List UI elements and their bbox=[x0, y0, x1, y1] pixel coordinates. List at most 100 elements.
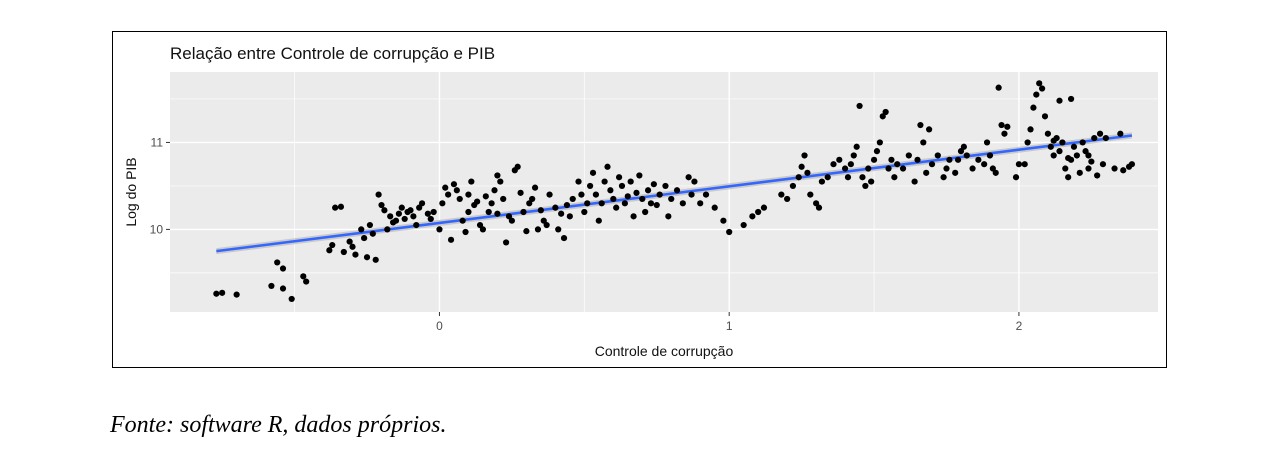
data-point bbox=[1012, 174, 1020, 181]
data-point bbox=[560, 234, 568, 242]
data-point bbox=[1076, 169, 1083, 176]
data-point bbox=[1067, 95, 1075, 103]
data-point bbox=[983, 139, 991, 146]
data-point bbox=[587, 182, 594, 190]
data-point bbox=[789, 182, 797, 190]
data-point bbox=[595, 217, 602, 224]
scatter-chart: Relação entre Controle de corrupção e PI… bbox=[123, 44, 1158, 359]
data-point bbox=[847, 161, 854, 168]
data-point bbox=[989, 165, 996, 172]
data-point bbox=[934, 152, 941, 159]
data-point bbox=[801, 152, 808, 159]
data-point bbox=[401, 215, 408, 223]
data-points bbox=[213, 80, 1136, 303]
data-point bbox=[523, 228, 530, 235]
data-point bbox=[879, 113, 886, 120]
trend-line bbox=[216, 134, 1133, 253]
data-point bbox=[482, 193, 489, 200]
data-point bbox=[702, 191, 710, 198]
data-point bbox=[514, 163, 521, 170]
data-point bbox=[624, 193, 631, 200]
data-point bbox=[416, 204, 423, 211]
data-point bbox=[1059, 139, 1066, 146]
data-point bbox=[1094, 172, 1101, 179]
data-point bbox=[584, 200, 591, 207]
data-point bbox=[372, 256, 379, 263]
data-point bbox=[957, 148, 965, 155]
data-point bbox=[804, 169, 811, 176]
data-point bbox=[450, 181, 458, 188]
data-point bbox=[274, 259, 281, 266]
data-point bbox=[479, 226, 487, 233]
data-point bbox=[642, 208, 649, 216]
data-point bbox=[468, 178, 475, 185]
data-point bbox=[352, 251, 359, 258]
data-point bbox=[841, 165, 849, 172]
data-point bbox=[424, 210, 431, 217]
data-point bbox=[1050, 137, 1057, 144]
data-point bbox=[462, 228, 469, 236]
data-point bbox=[375, 191, 382, 198]
data-point bbox=[1085, 152, 1092, 159]
data-point bbox=[824, 174, 831, 181]
data-point bbox=[1065, 174, 1072, 181]
data-point bbox=[969, 165, 976, 172]
data-point bbox=[555, 226, 562, 233]
data-point bbox=[494, 210, 501, 217]
data-point bbox=[387, 213, 394, 220]
data-point bbox=[865, 165, 872, 172]
data-point bbox=[332, 204, 339, 211]
data-point bbox=[598, 200, 605, 207]
data-point bbox=[1047, 143, 1054, 150]
data-point bbox=[233, 291, 240, 298]
data-point bbox=[639, 195, 646, 203]
data-point bbox=[476, 221, 484, 229]
data-point bbox=[1033, 91, 1040, 98]
data-point bbox=[1024, 139, 1031, 146]
data-point bbox=[497, 178, 504, 185]
data-point bbox=[346, 238, 353, 245]
data-point bbox=[543, 221, 550, 229]
data-point bbox=[836, 156, 843, 163]
data-point bbox=[818, 178, 826, 185]
data-point bbox=[418, 200, 426, 207]
data-point bbox=[986, 152, 994, 159]
data-point bbox=[427, 215, 434, 223]
data-point bbox=[326, 247, 333, 254]
data-point bbox=[749, 213, 756, 220]
data-point bbox=[349, 243, 356, 250]
data-point bbox=[914, 156, 921, 163]
data-point bbox=[882, 108, 889, 116]
data-point bbox=[540, 217, 547, 224]
data-point bbox=[534, 226, 542, 233]
data-point bbox=[589, 169, 597, 176]
data-point bbox=[279, 265, 287, 272]
grid-lines bbox=[170, 72, 1158, 312]
data-point bbox=[1036, 80, 1043, 87]
y-axis-ticks: 10 11 bbox=[150, 135, 170, 236]
data-point bbox=[630, 213, 637, 220]
data-point bbox=[430, 208, 437, 216]
y-axis-title: Log do PIB bbox=[123, 157, 139, 226]
data-point bbox=[610, 195, 617, 203]
data-point bbox=[1091, 134, 1098, 142]
data-point bbox=[1044, 130, 1052, 137]
data-point bbox=[853, 143, 860, 150]
data-point bbox=[618, 182, 626, 190]
data-point bbox=[436, 226, 443, 233]
data-point bbox=[337, 203, 345, 210]
data-point bbox=[679, 200, 686, 207]
data-point bbox=[363, 254, 371, 261]
chart-frame: Relação entre Controle de corrupção e PI… bbox=[112, 31, 1167, 368]
data-point bbox=[633, 189, 640, 196]
data-point bbox=[621, 200, 628, 207]
data-point bbox=[369, 230, 376, 237]
data-point bbox=[445, 191, 452, 198]
data-point bbox=[563, 201, 571, 209]
x-axis-title: Controle de corrupção bbox=[595, 343, 734, 359]
data-point bbox=[1041, 113, 1049, 120]
data-point bbox=[943, 165, 950, 172]
data-point bbox=[647, 200, 655, 207]
data-point bbox=[998, 121, 1005, 129]
data-point bbox=[917, 121, 924, 129]
